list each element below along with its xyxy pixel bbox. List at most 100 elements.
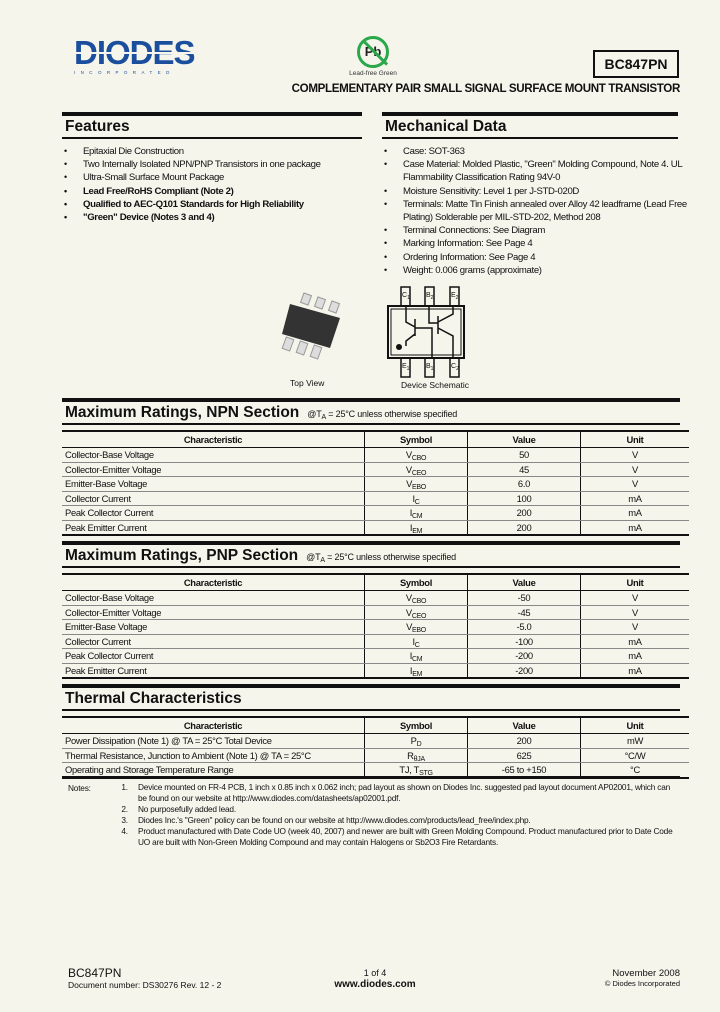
lead-free-green-badge: Pb Lead-free Green (349, 36, 397, 78)
characteristic-cell: Collector-Base Voltage (62, 447, 365, 463)
pin-label: C2 (451, 362, 459, 372)
characteristic-cell: Emitter-Base Voltage (62, 476, 365, 492)
symbol-subscript: CM (412, 656, 423, 663)
table-row: Peak Collector Current ICM -200 mA (62, 648, 689, 664)
symbol-subscript: CBO (411, 598, 427, 605)
symbol-main: V (405, 449, 412, 461)
unit-cell: V (580, 462, 689, 477)
diodes-logo: DIODES INCORPORATED (74, 36, 204, 75)
feature-item: Lead Free/RoHS Compliant (Note 2) (62, 185, 362, 198)
table-row: Collector Current IC -100 mA (62, 634, 689, 649)
characteristic-cell: Power Dissipation (Note 1) @ TA = 25°C T… (62, 733, 365, 749)
symbol-subscript: C (414, 641, 420, 649)
table-row: Collector-Base Voltage VCBO -50 V (62, 590, 689, 606)
unit-cell: mA (580, 520, 689, 536)
column-header: Characteristic (62, 573, 365, 591)
npn-heading: Maximum Ratings, NPN Section @TA = 25°C u… (62, 398, 680, 425)
table-row: Peak Collector Current ICM 200 mA (62, 505, 689, 521)
characteristic-cell: Collector-Emitter Voltage (62, 462, 365, 477)
column-header: Value (467, 573, 581, 591)
footer-part-number: BC847PN (68, 966, 122, 980)
column-header: Characteristic (62, 430, 365, 448)
unit-cell: V (580, 619, 689, 635)
characteristic-cell: Collector-Base Voltage (62, 590, 365, 606)
pb-label: Lead-free Green (349, 70, 397, 77)
pnp-conditions: @TA = 25°C unless otherwise specified (306, 552, 456, 564)
package-top-view-image (278, 292, 344, 362)
pin-letter: B (426, 363, 431, 370)
notes-section: Notes: Device mounted on FR-4 PCB, 1 inc… (62, 776, 680, 848)
feature-item: Qualified to AEC-Q101 Standards for High… (62, 198, 362, 211)
logo-subtext: INCORPORATED (74, 70, 175, 75)
feature-item: Epitaxial Die Construction (62, 145, 362, 158)
symbol-subscript: EM (412, 670, 423, 678)
symbol-subscript: EM (412, 527, 423, 535)
table-row: Peak Emitter Current IEM -200 mA (62, 663, 689, 679)
pin-label: B2 (426, 291, 433, 301)
footer-left: BC847PN Document number: DS30276 Rev. 12… (68, 966, 221, 991)
schematic-caption: Device Schematic (401, 380, 470, 390)
npn-ratings-section: Maximum Ratings, NPN Section @TA = 25°C u… (62, 398, 689, 536)
table-row: Thermal Resistance, Junction to Ambient … (62, 748, 689, 763)
part-number-box: BC847PN (593, 50, 679, 78)
logo-wordmark: DIODES (74, 36, 204, 69)
symbol-main: R (407, 749, 414, 761)
characteristic-cell: Thermal Resistance, Junction to Ambient … (62, 748, 365, 763)
pin-letter: B (426, 292, 431, 299)
pb-free-icon: Pb (357, 36, 389, 68)
table-row: Power Dissipation (Note 1) @ TA = 25°C T… (62, 733, 689, 749)
table-row: Collector-Emitter Voltage VCEO -45 V (62, 605, 689, 620)
characteristic-cell: Collector Current (62, 634, 365, 649)
column-header: Symbol (364, 716, 468, 734)
symbol-main: V (405, 592, 412, 604)
footer-date: November 2008 (612, 968, 680, 979)
page-number: 1 of 4 (363, 968, 387, 978)
symbol-cell: IEM (364, 520, 468, 536)
table-row: Collector Current IC 100 mA (62, 491, 689, 506)
value-cell: -100 (467, 634, 581, 649)
thermal-section: Thermal Characteristics Characteristic Sy… (62, 684, 689, 779)
symbol-main: V (406, 621, 413, 633)
symbol-main: I (409, 507, 413, 519)
pin-index: 1 (430, 366, 434, 372)
symbol-main: P (410, 735, 417, 747)
mechanical-item: Weight: 0.006 grams (approximate) (382, 264, 688, 277)
symbol-subscript: θJA (413, 755, 425, 763)
symbol-cell: ICM (364, 505, 468, 521)
characteristic-cell: Peak Emitter Current (62, 663, 365, 679)
npn-conditions: @TA = 25°C unless otherwise specified (307, 409, 458, 421)
pin-label: C1 (402, 291, 410, 301)
column-header: Value (467, 716, 581, 734)
pin-label: B1 (426, 362, 434, 372)
pin-label: E2 (451, 291, 458, 301)
features-heading: Features (62, 112, 362, 139)
mechanical-item: Moisture Sensitivity: Level 1 per J-STD-… (382, 185, 688, 198)
symbol-main: I (412, 492, 415, 504)
symbol-cell: RθJA (364, 748, 468, 763)
website-link[interactable]: www.diodes.com (334, 979, 416, 990)
pnp-heading: Maximum Ratings, PNP Section @TA = 25°C u… (62, 541, 680, 568)
note-item: Product manufactured with Date Code UO (… (130, 826, 680, 848)
table-header-row: Characteristic Symbol Value Unit (62, 716, 689, 734)
features-section: Features Epitaxial Die ConstructionTwo I… (62, 112, 362, 224)
symbol-main: I (409, 521, 413, 533)
mechanical-item: Case: SOT-363 (382, 145, 688, 158)
feature-item: Ultra-Small Surface Mount Package (62, 171, 362, 184)
unit-cell: mA (580, 491, 689, 506)
pin-label: E1 (402, 362, 409, 372)
symbol-cell: VCEO (364, 605, 468, 620)
symbol-cell: PD (364, 733, 468, 749)
mechanical-item: Ordering Information: See Page 4 (382, 251, 688, 264)
table-header-row: Characteristic Symbol Value Unit (62, 573, 689, 591)
symbol-cell: VCBO (364, 447, 468, 463)
mechanical-item: Terminal Connections: See Diagram (382, 224, 688, 237)
characteristic-cell: Peak Collector Current (62, 648, 365, 664)
unit-cell: mW (580, 733, 689, 749)
notes-list: Device mounted on FR-4 PCB, 1 inch x 0.8… (62, 782, 680, 848)
features-list: Epitaxial Die ConstructionTwo Internally… (62, 145, 362, 224)
symbol-subscript: EBO (412, 484, 426, 491)
table-row: Collector-Base Voltage VCBO 50 V (62, 447, 689, 463)
unit-cell: mA (580, 634, 689, 649)
value-cell: -45 (467, 605, 581, 620)
symbol-main: I (412, 635, 415, 647)
